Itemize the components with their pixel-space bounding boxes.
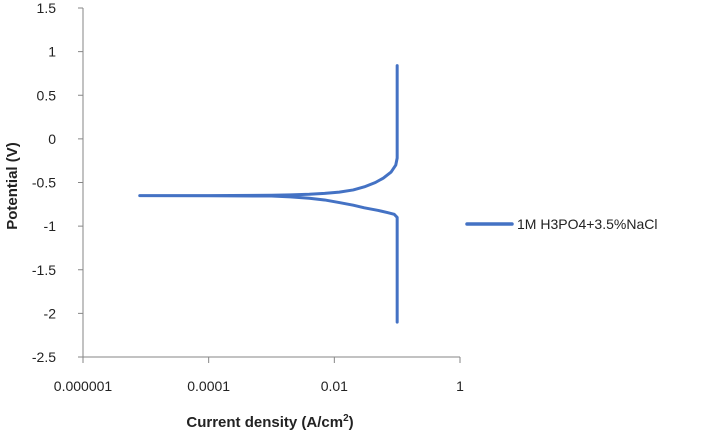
y-tick-labels: 1.5 1 0.5 0 -0.5 -1 -1.5 -2 -2.5 bbox=[32, 0, 56, 365]
x-tick-label: 0.0001 bbox=[187, 378, 230, 394]
axes bbox=[78, 7, 461, 363]
x-axis-title-suffix: ) bbox=[349, 414, 354, 431]
x-tick-labels: 0.000001 0.0001 0.01 1 bbox=[54, 378, 464, 394]
y-tick-label: -2.5 bbox=[32, 349, 56, 365]
y-tick-label: 1 bbox=[48, 44, 56, 60]
legend: 1M H3PO4+3.5%NaCl bbox=[465, 216, 657, 232]
y-tick-label: -1 bbox=[44, 218, 57, 234]
x-tick-label: 1 bbox=[456, 378, 464, 394]
y-tick-label: 0.5 bbox=[37, 87, 57, 103]
y-tick-label: 0 bbox=[48, 131, 56, 147]
y-axis-title: Potential (V) bbox=[4, 142, 21, 230]
x-axis-title-superscript: 2 bbox=[343, 413, 349, 424]
series-layer bbox=[138, 64, 399, 324]
series-line-1 bbox=[138, 64, 399, 324]
y-tick-label: -0.5 bbox=[32, 175, 56, 191]
y-tick-label: -2 bbox=[44, 305, 57, 321]
y-tick-label: -1.5 bbox=[32, 262, 56, 278]
x-tick-label: 0.01 bbox=[321, 378, 348, 394]
x-axis-title: Current density (A/cm2) bbox=[186, 413, 353, 431]
legend-label-series-1: 1M H3PO4+3.5%NaCl bbox=[517, 216, 657, 232]
y-tick-label: 1.5 bbox=[37, 0, 57, 16]
x-tick-label: 0.000001 bbox=[54, 378, 113, 394]
